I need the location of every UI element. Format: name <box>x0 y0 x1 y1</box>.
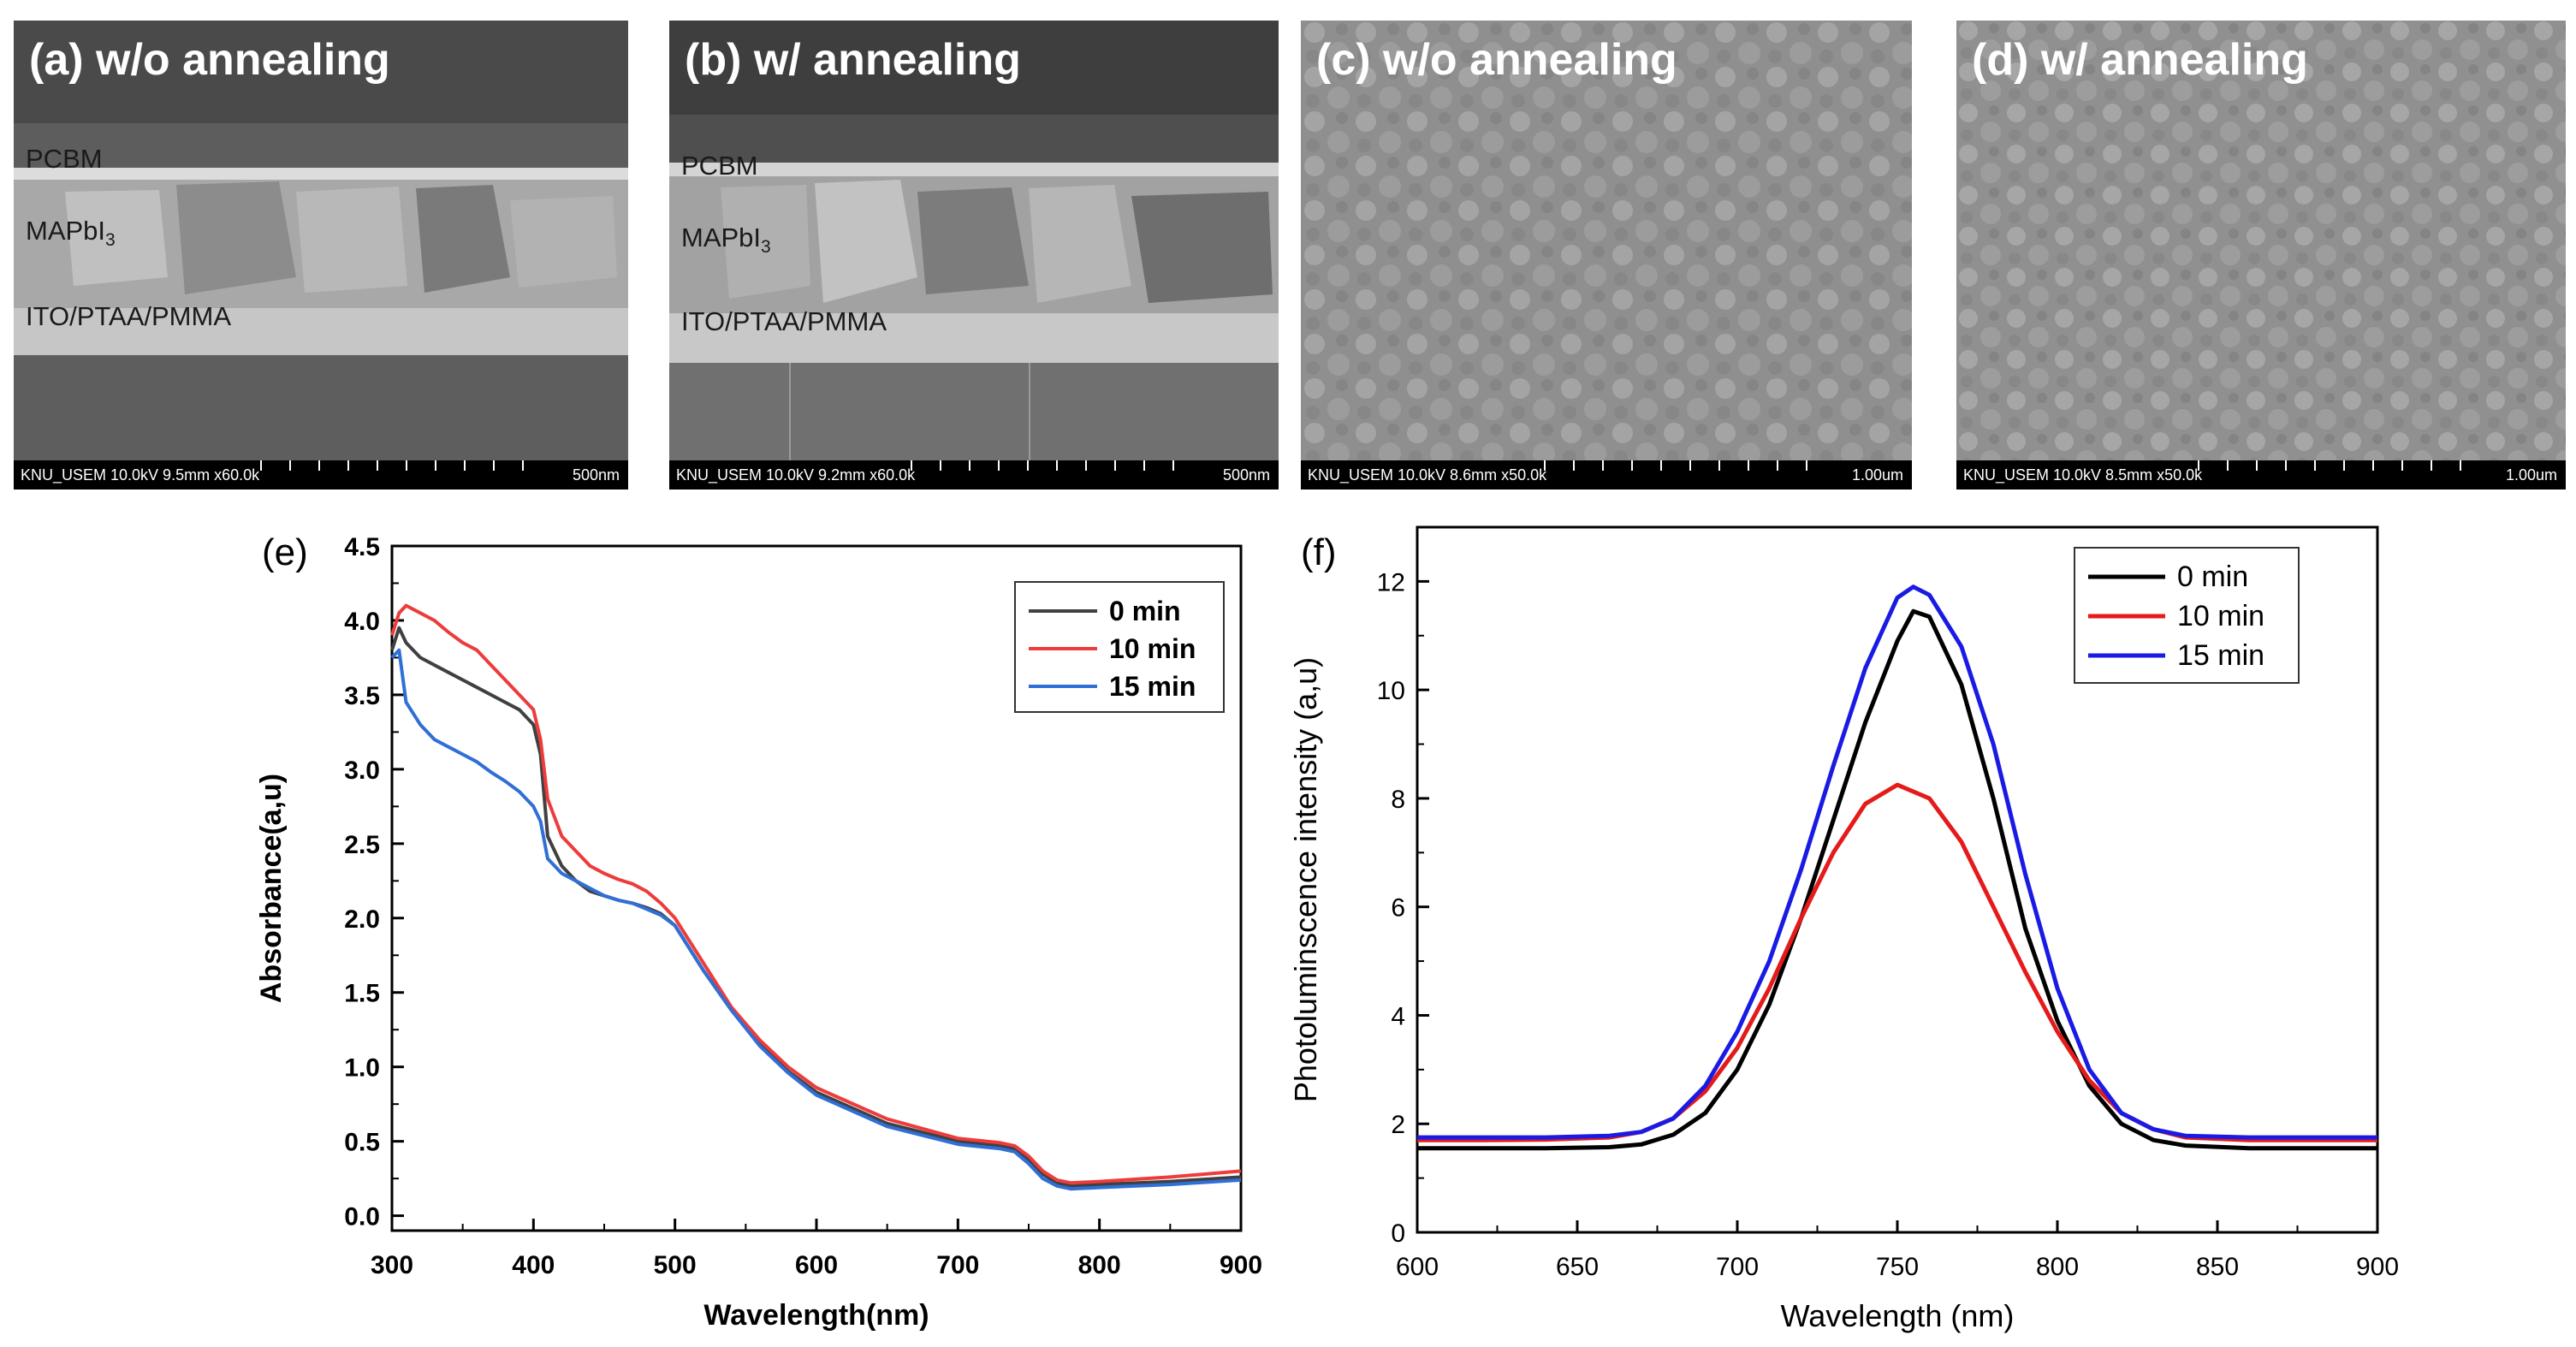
sem-panel-c: (c) w/o annealing KNU_USEM 10.0kV 8.6mm … <box>1301 21 1912 490</box>
x-tick-label: 300 <box>371 1251 413 1279</box>
scale-bar-text: 1.00um <box>1851 466 1903 484</box>
sem-info-text: KNU_USEM 10.0kV 9.2mm x60.0k <box>676 466 916 484</box>
sem-info-bar: KNU_USEM 10.0kV 8.5mm x50.0k 1.00um <box>1956 460 2566 490</box>
legend-label: 15 min <box>1109 671 1196 702</box>
sem-info-text: KNU_USEM 10.0kV 9.5mm x60.0k <box>21 466 260 484</box>
legend-label: 0 min <box>1109 596 1181 626</box>
scale-ticks <box>260 460 551 471</box>
y-tick-label: 1.5 <box>344 980 380 1008</box>
sem-panel-b: (b) w/ annealing PCBM MAPbI3 ITO/PTAA/PM… <box>669 21 1279 490</box>
mapbi3-label: MAPbI3 <box>26 216 116 251</box>
scale-bar-text: 500nm <box>1222 466 1270 484</box>
sem-image-c <box>1301 21 1912 490</box>
pcbm-label: PCBM <box>681 151 758 181</box>
y-axis-label: Absorbance(a,u) <box>255 774 288 1003</box>
y-tick-label: 4.5 <box>344 533 380 561</box>
panel-d-title: (d) w/ annealing <box>1972 35 2308 85</box>
panel-a-title: (a) w/o annealing <box>29 35 390 85</box>
y-tick-label: 3.0 <box>344 757 380 785</box>
panel-b-title: (b) w/ annealing <box>685 35 1021 85</box>
mapbi3-label: MAPbI3 <box>681 223 771 258</box>
series-line-10-min <box>390 603 1242 1185</box>
scale-bar-text: 1.00um <box>2505 466 2557 484</box>
y-tick-label: 2.5 <box>344 831 380 859</box>
sem-image-d <box>1956 21 2566 490</box>
x-tick-label: 900 <box>1220 1251 1262 1279</box>
sem-info-text: KNU_USEM 10.0kV 8.5mm x50.0k <box>1963 466 2203 484</box>
sem-info-bar: KNU_USEM 10.0kV 8.6mm x50.0k 1.00um <box>1301 460 1912 490</box>
legend-label: 10 min <box>1109 633 1196 664</box>
scale-bar-text: 500nm <box>572 466 620 484</box>
x-axis-label: Wavelength(nm) <box>703 1299 929 1332</box>
scale-ticks <box>911 460 1202 471</box>
series-line-15-min <box>390 648 1242 1191</box>
scale-ticks <box>1544 460 1835 471</box>
x-tick-label: 400 <box>512 1251 555 1279</box>
panel-c-title: (c) w/o annealing <box>1316 35 1677 85</box>
sem-panel-a: (a) w/o annealing PCBM MAPbI3 ITO/PTAA/P… <box>14 21 628 490</box>
sem-info-bar: KNU_USEM 10.0kV 9.2mm x60.0k 500nm <box>669 460 1279 490</box>
ito-ptaa-pmma-label: ITO/PTAA/PMMA <box>26 301 231 331</box>
y-tick-label: 2.0 <box>344 905 380 934</box>
y-tick-label: 1.0 <box>344 1054 380 1083</box>
ito-ptaa-pmma-label: ITO/PTAA/PMMA <box>681 306 887 336</box>
panel-label: (e) <box>262 531 308 573</box>
sem-image-b <box>669 21 1279 490</box>
y-tick-label: 4.0 <box>344 608 380 636</box>
sem-info-bar: KNU_USEM 10.0kV 9.5mm x60.0k 500nm <box>14 460 628 490</box>
sem-info-text: KNU_USEM 10.0kV 8.6mm x50.0k <box>1308 466 1547 484</box>
y-tick-label: 0.0 <box>344 1203 380 1231</box>
pcbm-label: PCBM <box>26 144 103 174</box>
x-tick-label: 700 <box>936 1251 979 1279</box>
y-tick-label: 0.5 <box>344 1129 380 1157</box>
sem-panel-d: (d) w/ annealing KNU_USEM 10.0kV 8.5mm x… <box>1956 21 2566 490</box>
y-tick-label: 3.5 <box>344 682 380 710</box>
scale-ticks <box>2198 460 2489 471</box>
x-tick-label: 600 <box>795 1251 838 1279</box>
x-tick-label: 500 <box>654 1251 697 1279</box>
x-tick-label: 800 <box>1078 1251 1121 1279</box>
